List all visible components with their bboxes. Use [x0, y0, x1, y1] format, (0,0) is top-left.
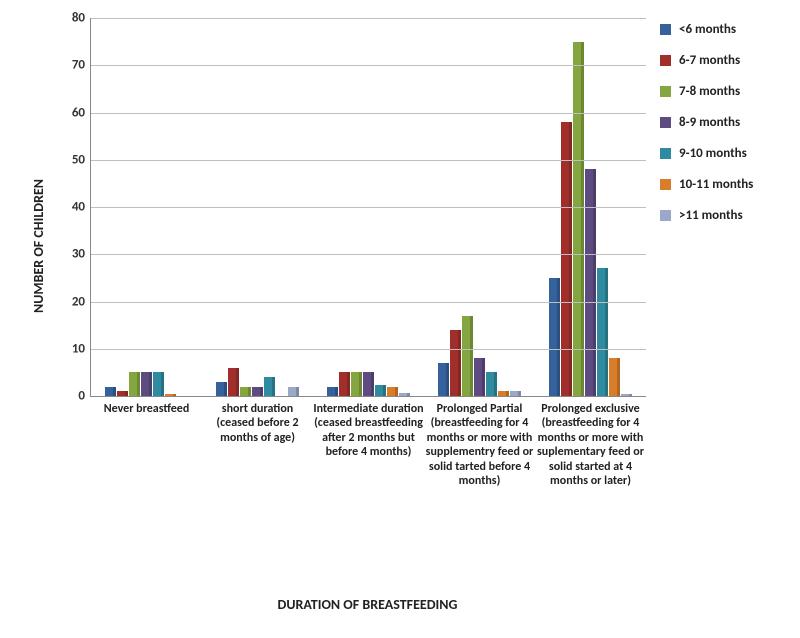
- bar: [351, 372, 362, 396]
- gridline: [91, 254, 646, 255]
- gridline: [91, 302, 646, 303]
- legend-label: 10-11 months: [679, 177, 753, 192]
- legend-item: 10-11 months: [660, 177, 753, 192]
- bar: [339, 372, 350, 396]
- legend-item: >11 months: [660, 208, 753, 223]
- bar: [153, 372, 164, 396]
- bar: [327, 387, 338, 396]
- y-tick-label: 40: [72, 200, 85, 215]
- gridline: [91, 18, 646, 19]
- bar: [375, 385, 386, 396]
- x-axis-title: DURATION OF BREASTFEEDING: [90, 596, 645, 613]
- legend: <6 months 6-7 months 7-8 months 8-9 months 9…: [660, 22, 753, 239]
- category-label: Never breastfeed: [91, 396, 202, 416]
- category-label: Intermediate duration (ceased breastfeed…: [313, 396, 424, 460]
- legend-label: 8-9 months: [679, 115, 740, 130]
- legend-label: 9-10 months: [679, 146, 747, 161]
- bar: [573, 42, 584, 396]
- bar: [141, 372, 152, 396]
- bar: [474, 358, 485, 396]
- y-tick-label: 30: [72, 247, 85, 262]
- bar: [585, 169, 596, 396]
- bar: [438, 363, 449, 396]
- gridline: [91, 65, 646, 66]
- legend-item: <6 months: [660, 22, 753, 37]
- bar: [216, 382, 227, 396]
- category-label: short duration (ceased before 2 months o…: [202, 396, 313, 445]
- legend-swatch: [660, 86, 671, 97]
- bar: [561, 122, 572, 396]
- legend-label: >11 months: [679, 208, 743, 223]
- y-tick-label: 80: [72, 11, 85, 26]
- legend-item: 9-10 months: [660, 146, 753, 161]
- bar: [288, 387, 299, 396]
- legend-item: 7-8 months: [660, 84, 753, 99]
- bar: [264, 377, 275, 396]
- y-tick-label: 50: [72, 152, 85, 167]
- legend-swatch: [660, 210, 671, 221]
- bar: [228, 368, 239, 396]
- legend-swatch: [660, 179, 671, 190]
- bar: [252, 387, 263, 396]
- legend-label: <6 months: [679, 22, 736, 37]
- y-tick-label: 20: [72, 294, 85, 309]
- y-tick-label: 0: [78, 389, 85, 404]
- legend-label: 6-7 months: [679, 53, 740, 68]
- bar: [462, 316, 473, 396]
- bar: [387, 387, 398, 396]
- legend-label: 7-8 months: [679, 84, 740, 99]
- y-axis-title: NUMBER OF CHILDREN: [30, 179, 47, 313]
- bar: [609, 358, 620, 396]
- legend-item: 8-9 months: [660, 115, 753, 130]
- bar: [486, 372, 497, 396]
- bar: [129, 372, 140, 396]
- y-tick-label: 60: [72, 105, 85, 120]
- bar: [363, 372, 374, 396]
- y-tick-label: 10: [72, 341, 85, 356]
- legend-swatch: [660, 117, 671, 128]
- category-label: Prolonged Partial (breastfeeding for 4 m…: [424, 396, 535, 488]
- legend-item: 6-7 months: [660, 53, 753, 68]
- category-label: Prolonged exclusive (breastfeeding for 4…: [535, 396, 646, 488]
- bar: [240, 387, 251, 396]
- bar: [105, 387, 116, 396]
- plot-area: Never breastfeedshort duration (ceased b…: [90, 18, 646, 397]
- bar: [549, 278, 560, 396]
- y-tick-label: 70: [72, 58, 85, 73]
- legend-swatch: [660, 55, 671, 66]
- gridline: [91, 113, 646, 114]
- chart-container: Never breastfeedshort duration (ceased b…: [0, 0, 800, 638]
- legend-swatch: [660, 24, 671, 35]
- gridline: [91, 160, 646, 161]
- gridline: [91, 349, 646, 350]
- plot-floor: [91, 396, 646, 397]
- legend-swatch: [660, 148, 671, 159]
- bar: [450, 330, 461, 396]
- gridline: [91, 207, 646, 208]
- bar: [597, 268, 608, 396]
